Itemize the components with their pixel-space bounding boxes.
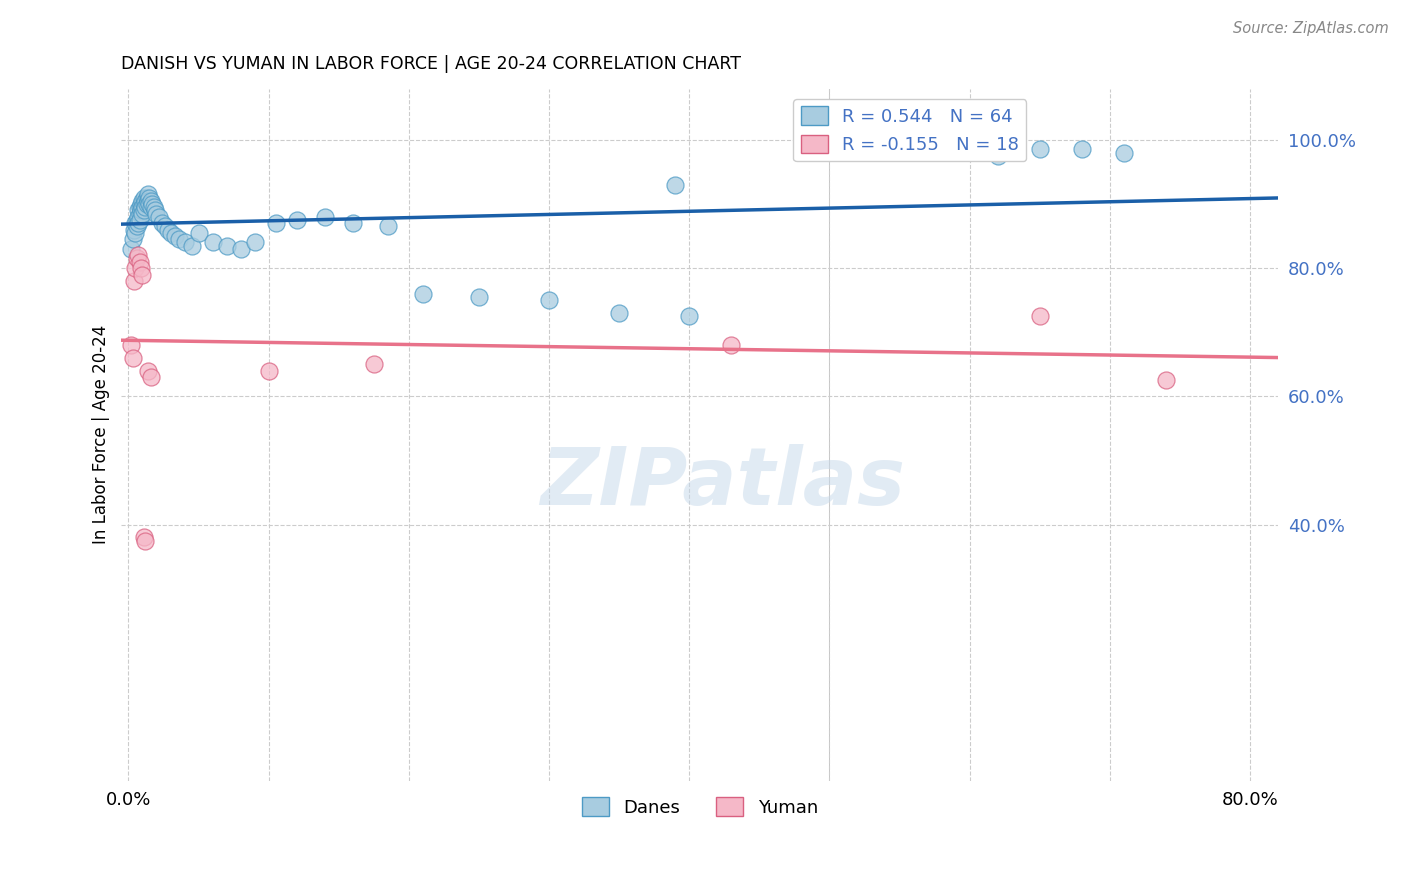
Point	[135, 197, 157, 211]
Point	[201, 235, 224, 250]
Point	[124, 261, 146, 276]
Point	[127, 216, 149, 230]
Point	[122, 274, 145, 288]
Point	[131, 194, 153, 208]
Point	[138, 190, 160, 204]
Point	[1112, 145, 1135, 160]
Point	[143, 203, 166, 218]
Point	[132, 530, 155, 544]
Point	[664, 178, 686, 192]
Point	[153, 219, 176, 234]
Point	[150, 216, 173, 230]
Point	[129, 197, 152, 211]
Point	[163, 229, 186, 244]
Point	[125, 252, 148, 266]
Y-axis label: In Labor Force | Age 20-24: In Labor Force | Age 20-24	[93, 326, 110, 544]
Point	[131, 268, 153, 282]
Point	[1154, 373, 1177, 387]
Point	[314, 210, 336, 224]
Point	[128, 213, 150, 227]
Point	[264, 216, 287, 230]
Point	[1070, 143, 1092, 157]
Point	[257, 364, 280, 378]
Point	[187, 226, 209, 240]
Point	[720, 338, 742, 352]
Point	[159, 226, 181, 240]
Point	[136, 364, 159, 378]
Point	[131, 206, 153, 220]
Point	[122, 222, 145, 236]
Point	[342, 216, 364, 230]
Point	[128, 200, 150, 214]
Point	[678, 309, 700, 323]
Point	[1029, 143, 1052, 157]
Point	[132, 203, 155, 218]
Point	[120, 338, 142, 352]
Point	[134, 533, 156, 548]
Point	[121, 232, 143, 246]
Point	[129, 261, 152, 276]
Point	[139, 194, 162, 208]
Point	[132, 197, 155, 211]
Point	[129, 203, 152, 218]
Point	[412, 286, 434, 301]
Point	[156, 222, 179, 236]
Point	[139, 200, 162, 214]
Point	[139, 370, 162, 384]
Point	[127, 248, 149, 262]
Point	[148, 210, 170, 224]
Point	[125, 213, 148, 227]
Point	[134, 200, 156, 214]
Point	[131, 200, 153, 214]
Point	[141, 197, 163, 211]
Point	[142, 200, 165, 214]
Point	[124, 226, 146, 240]
Point	[468, 290, 491, 304]
Point	[285, 213, 308, 227]
Point	[121, 351, 143, 365]
Point	[243, 235, 266, 250]
Text: ZIPatlas: ZIPatlas	[540, 444, 905, 522]
Legend: Danes, Yuman: Danes, Yuman	[575, 790, 825, 824]
Point	[136, 187, 159, 202]
Point	[987, 149, 1010, 163]
Point	[538, 293, 561, 307]
Point	[167, 232, 190, 246]
Point	[180, 238, 202, 252]
Point	[134, 194, 156, 208]
Text: DANISH VS YUMAN IN LABOR FORCE | AGE 20-24 CORRELATION CHART: DANISH VS YUMAN IN LABOR FORCE | AGE 20-…	[121, 55, 741, 73]
Point	[363, 357, 385, 371]
Point	[1029, 309, 1052, 323]
Point	[120, 242, 142, 256]
Point	[607, 306, 630, 320]
Text: Source: ZipAtlas.com: Source: ZipAtlas.com	[1233, 21, 1389, 37]
Point	[127, 203, 149, 218]
Point	[136, 194, 159, 208]
Point	[135, 190, 157, 204]
Point	[125, 219, 148, 234]
Point	[377, 219, 399, 234]
Point	[229, 242, 252, 256]
Point	[215, 238, 238, 252]
Point	[128, 254, 150, 268]
Point	[145, 206, 167, 220]
Point	[138, 197, 160, 211]
Point	[124, 216, 146, 230]
Point	[128, 206, 150, 220]
Point	[173, 235, 195, 250]
Point	[127, 210, 149, 224]
Point	[132, 190, 155, 204]
